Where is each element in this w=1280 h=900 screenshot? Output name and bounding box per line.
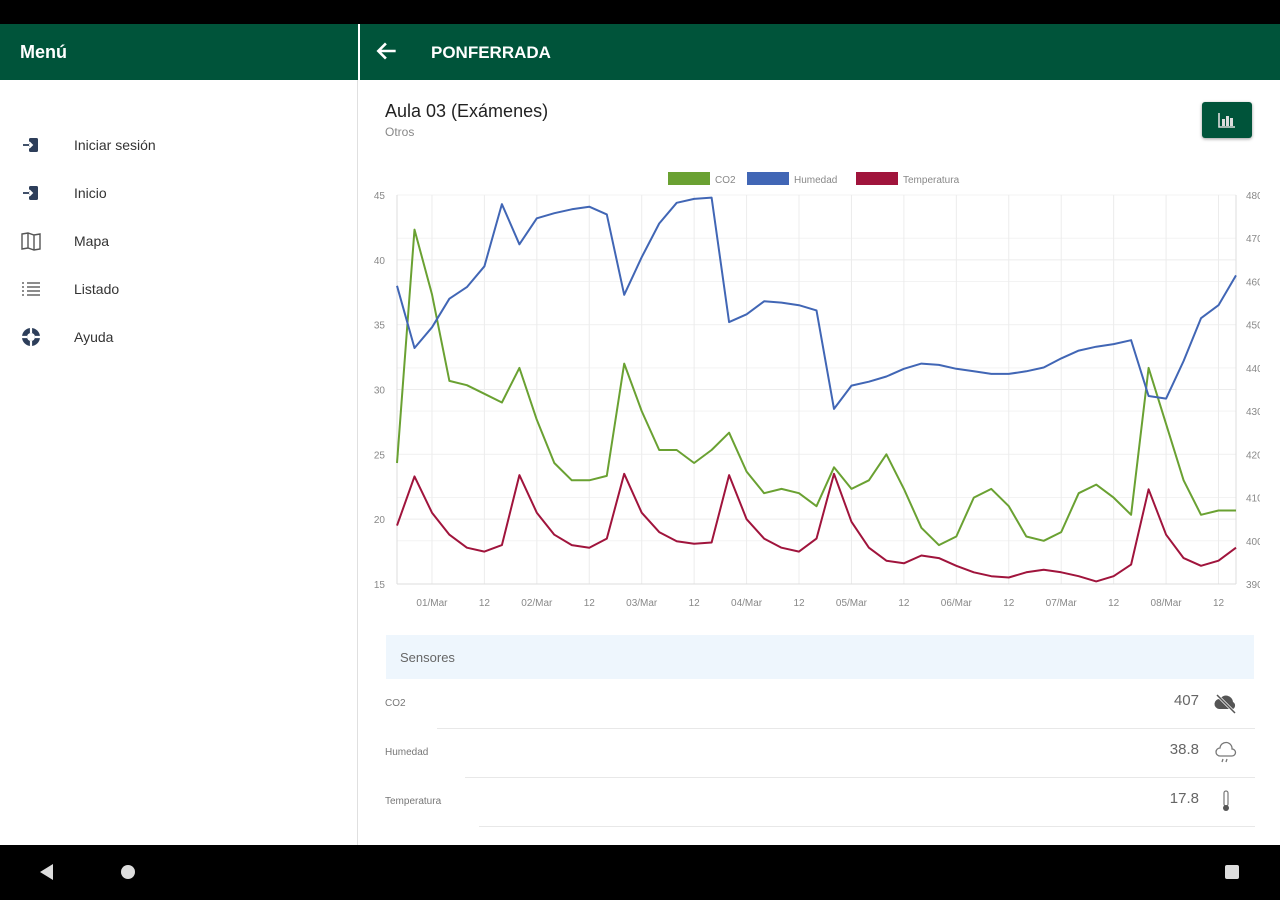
- x-tick-label: 03/Mar: [626, 598, 658, 609]
- series-line-temperatura: [396, 472, 1237, 583]
- y-right-tick-label: 410: [1246, 494, 1260, 505]
- y-left-tick-label: 15: [374, 580, 386, 591]
- nav-back-button[interactable]: [40, 864, 53, 880]
- x-tick-label: 08/Mar: [1151, 598, 1183, 609]
- x-tick-label: 12: [1213, 598, 1225, 609]
- sensor-value: 38.8: [1169, 741, 1199, 758]
- app-bar: PONFERRADA: [360, 24, 1280, 80]
- y-left-tick-label: 25: [374, 450, 386, 461]
- y-left-tick-label: 45: [374, 191, 386, 202]
- sensor-row-co2: CO2 407: [385, 680, 1255, 729]
- series-line-co2: [396, 228, 1236, 547]
- nav-home-button[interactable]: [121, 865, 135, 879]
- x-tick-label: 05/Mar: [836, 598, 868, 609]
- x-tick-label: 12: [1003, 598, 1015, 609]
- lifebuoy-icon: [20, 326, 42, 348]
- x-tick-label: 12: [793, 598, 805, 609]
- y-right-tick-label: 390: [1246, 580, 1260, 591]
- divider: [479, 826, 1255, 827]
- sidebar-item-inicio[interactable]: Inicio: [0, 173, 358, 213]
- legend-swatch-temperatura: [856, 172, 898, 185]
- login-icon: [20, 134, 42, 156]
- y-right-tick-label: 460: [1246, 277, 1260, 288]
- x-tick-label: 12: [584, 598, 596, 609]
- sensor-name: Temperatura: [385, 796, 442, 807]
- sidebar-item-mapa[interactable]: Mapa: [0, 221, 358, 261]
- cloud-rain-icon: [1215, 741, 1237, 763]
- sidebar-item-label: Iniciar sesión: [74, 137, 156, 153]
- sensor-row-temperatura: Temperatura 17.8: [385, 778, 1255, 827]
- x-tick-label: 12: [1108, 598, 1120, 609]
- sensor-value: 407: [1173, 692, 1199, 709]
- y-right-tick-label: 400: [1246, 537, 1260, 548]
- sidebar-item-ayuda[interactable]: Ayuda: [0, 317, 358, 357]
- y-right-tick-label: 440: [1246, 364, 1260, 375]
- status-bar: [0, 0, 1280, 24]
- sidebar-item-iniciar-sesion[interactable]: Iniciar sesión: [0, 125, 358, 165]
- x-tick-label: 07/Mar: [1046, 598, 1078, 609]
- sidebar-item-listado[interactable]: Listado: [0, 269, 358, 309]
- cloud-off-icon: [1214, 693, 1237, 715]
- sidebar: Iniciar sesión Inicio Mapa Listado Ayuda: [0, 80, 358, 845]
- legend-swatch-humedad: [747, 172, 789, 185]
- y-right-tick-label: 420: [1246, 450, 1260, 461]
- x-tick-label: 01/Mar: [416, 598, 448, 609]
- page-title: PONFERRADA: [431, 43, 551, 62]
- sensor-name: Humedad: [385, 747, 429, 758]
- y-right-tick-label: 430: [1246, 407, 1260, 418]
- series-line-humedad: [396, 196, 1237, 410]
- sidebar-item-label: Listado: [74, 281, 120, 297]
- sensor-value: 17.8: [1169, 790, 1199, 807]
- y-right-tick-label: 470: [1246, 234, 1260, 245]
- legend-swatch-co2: [668, 172, 710, 185]
- legend-label-temperatura: Temperatura: [903, 175, 960, 186]
- x-tick-label: 04/Mar: [731, 598, 763, 609]
- sidebar-item-label: Mapa: [74, 233, 110, 249]
- y-left-tick-label: 35: [374, 321, 386, 332]
- y-left-tick-label: 40: [374, 256, 386, 267]
- list-icon: [20, 278, 42, 300]
- login-icon: [20, 182, 42, 204]
- x-tick-label: 12: [898, 598, 910, 609]
- sidebar-item-label: Ayuda: [74, 329, 114, 345]
- divider: [437, 728, 1255, 729]
- y-left-tick-label: 20: [374, 515, 386, 526]
- y-left-tick-label: 30: [374, 386, 386, 397]
- bar-chart-icon: [1218, 113, 1235, 128]
- system-nav-bar: [0, 845, 1280, 900]
- legend-label-humedad: Humedad: [794, 175, 837, 186]
- x-tick-label: 12: [479, 598, 491, 609]
- sensor-row-humedad: Humedad 38.8: [385, 729, 1255, 778]
- nav-recents-button[interactable]: [1225, 865, 1239, 879]
- sensor-chart: 15 20 25 30 35 40 45 390 400 410 420 430 440 450 460 47…: [374, 172, 1260, 609]
- sensor-name: CO2: [385, 698, 406, 709]
- y-right-tick-label: 450: [1246, 321, 1260, 332]
- sidebar-item-label: Inicio: [74, 185, 107, 201]
- x-tick-label: 02/Mar: [521, 598, 553, 609]
- thermometer-icon: [1223, 790, 1229, 811]
- arrow-left-icon[interactable]: [374, 38, 400, 64]
- y-right-tick-label: 480: [1246, 191, 1260, 202]
- menu-title: Menú: [0, 24, 358, 80]
- room-subtitle: Otros: [385, 125, 415, 139]
- chart-button[interactable]: [1202, 102, 1252, 138]
- legend-label-co2: CO2: [715, 175, 736, 186]
- room-title: Aula 03 (Exámenes): [385, 101, 549, 121]
- x-tick-label: 06/Mar: [941, 598, 973, 609]
- map-icon: [20, 230, 42, 252]
- sensors-header: Sensores: [386, 635, 1254, 679]
- x-tick-label: 12: [689, 598, 701, 609]
- divider: [465, 777, 1255, 778]
